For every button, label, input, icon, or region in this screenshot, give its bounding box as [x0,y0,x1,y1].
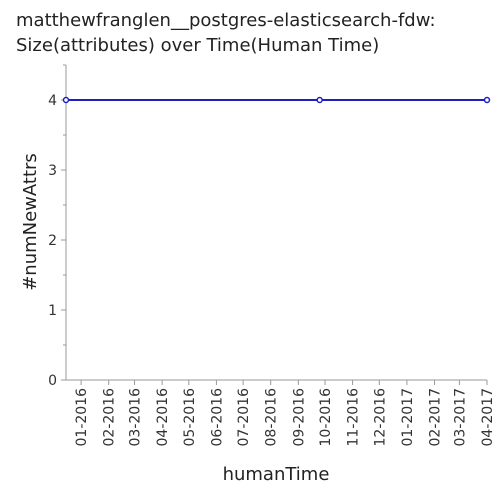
y-tick-label: 4 [48,93,57,109]
x-tick-label: 03-2017 [452,388,468,447]
chart-title-line-1: matthewfranglen__postgres-elasticsearch-… [16,10,436,31]
chart-title: matthewfranglen__postgres-elasticsearch-… [16,8,436,58]
x-tick-label: 06-2016 [209,388,225,447]
x-axis-label: humanTime [223,464,330,485]
x-tick-label: 01-2016 [74,388,90,447]
y-ticks: 0 1 2 3 4 [48,64,66,389]
y-tick-label: 3 [48,163,57,179]
y-tick-label: 0 [48,373,57,389]
x-tick-label: 12-2016 [372,388,388,447]
x-tick-label: 09-2016 [291,388,307,447]
y-tick-label: 1 [48,303,57,319]
x-tick-label: 03-2016 [128,388,144,447]
x-ticks: 01-2016 02-2016 03-2016 04-2016 05-2016 06-20… [74,380,496,447]
y-axis-label: #numNewAttrs [20,153,41,291]
chart-title-line-2: Size(attributes) over Time(Human Time) [16,35,380,56]
x-tick-label: 04-2016 [155,388,171,447]
x-tick-label: 04-2017 [480,388,496,447]
x-tick-label: 05-2016 [182,388,198,447]
x-tick-label: 07-2016 [236,388,252,447]
y-tick-label: 2 [48,233,57,249]
data-point [316,96,323,104]
x-tick-label: 02-2017 [427,388,443,447]
x-tick-label: 08-2016 [264,388,280,447]
data-point [62,96,70,104]
x-tick-label: 01-2017 [400,388,416,447]
x-tick-label: 11-2016 [346,388,362,447]
series-layer [62,96,491,104]
data-point [483,96,491,104]
x-tick-label: 02-2016 [102,388,118,447]
x-tick-label: 10-2016 [318,388,334,447]
